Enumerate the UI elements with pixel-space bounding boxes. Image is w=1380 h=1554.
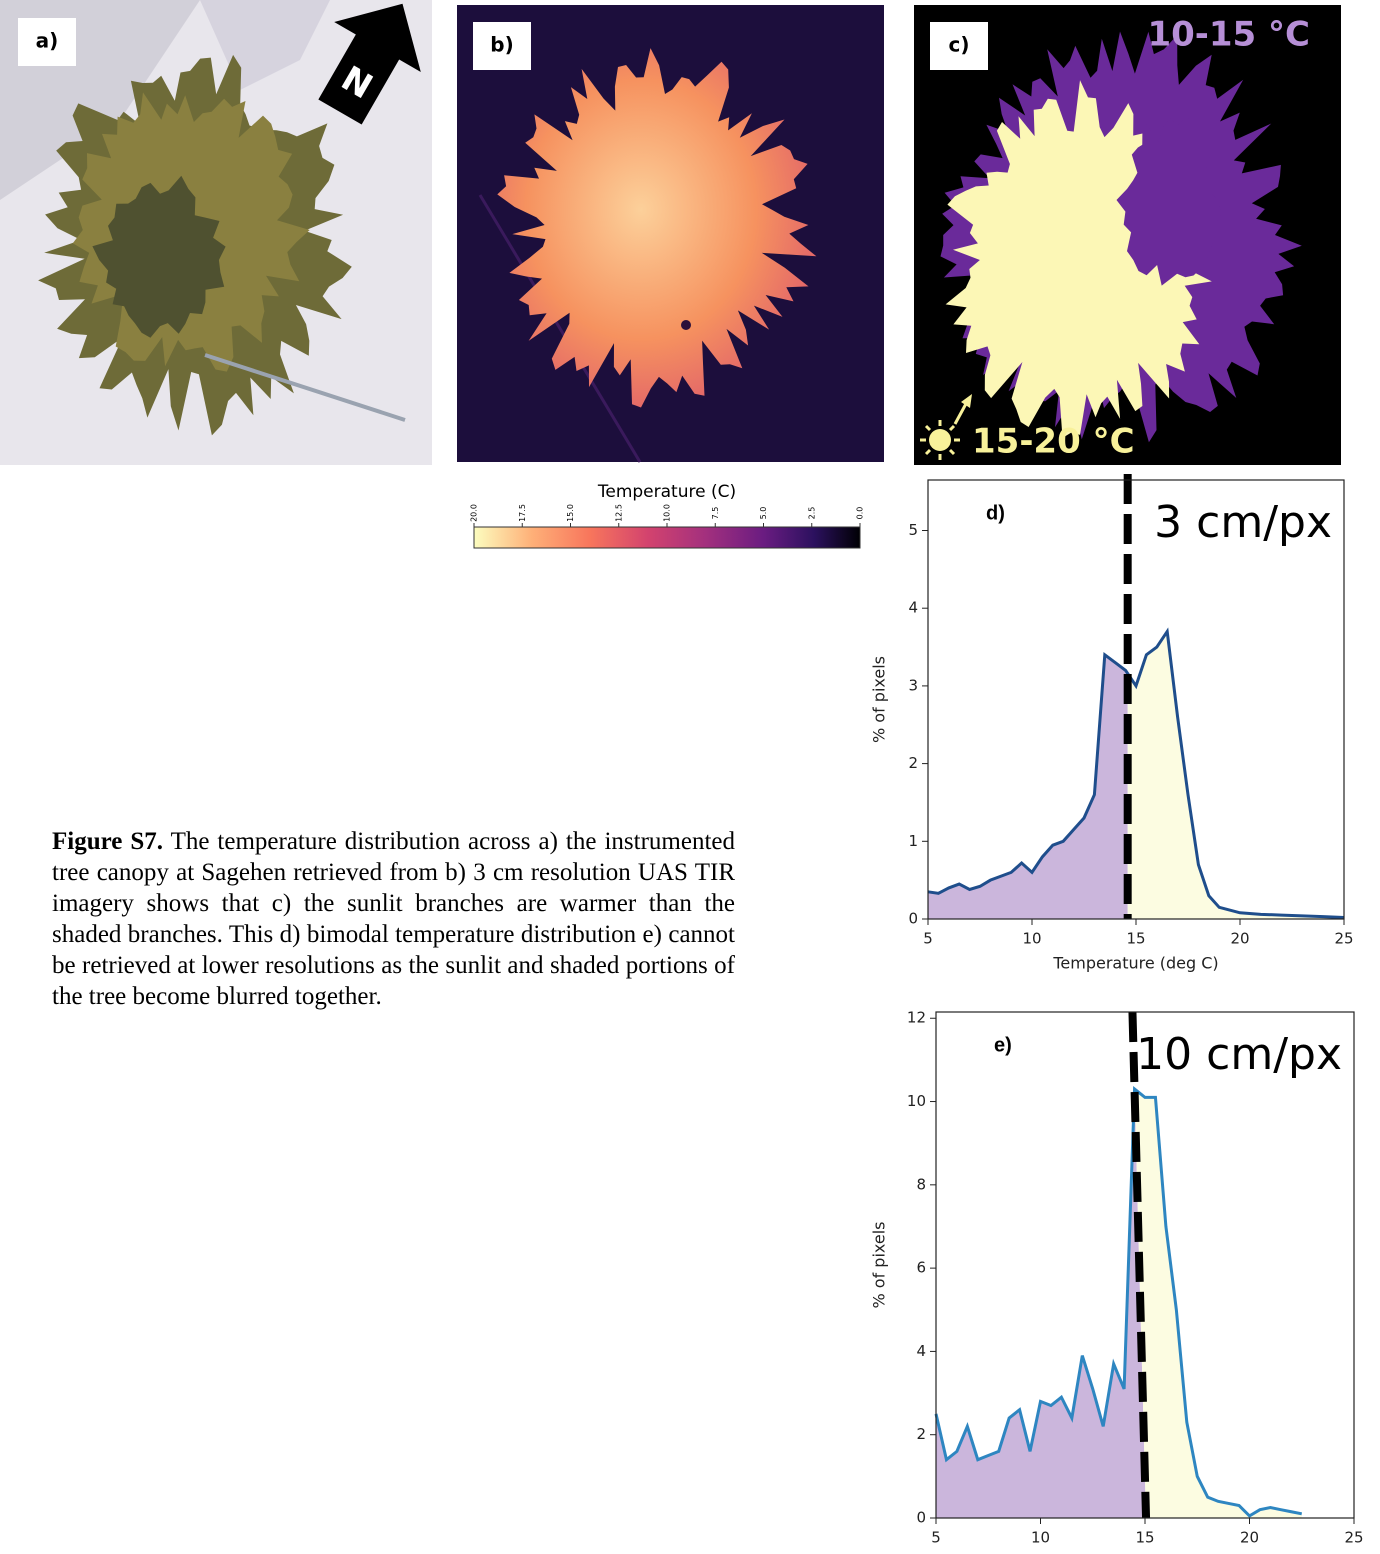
caption-label: Figure S7. <box>52 828 164 855</box>
colorbar-tick-label: 7.5 <box>711 507 720 520</box>
y-tick-label: 5 <box>908 521 918 539</box>
y-tick-label: 4 <box>908 599 918 617</box>
caption: Figure S7. The temperature distribution … <box>52 826 735 1012</box>
threshold-line <box>1128 1011 1151 1519</box>
y-axis-label: % of pixels <box>870 1222 889 1309</box>
y-tick-label: 0 <box>916 1509 926 1527</box>
colorbar-tick-label: 0.0 <box>856 507 865 520</box>
line <box>927 627 1345 919</box>
x-axis-label: Temperature (deg C) <box>1052 954 1218 973</box>
x-tick-label: 25 <box>1334 930 1353 948</box>
panel-label-box <box>473 22 531 70</box>
x-tick-label: 5 <box>923 930 933 948</box>
y-tick-label: 8 <box>916 1175 926 1193</box>
panel-label: a) <box>36 29 59 53</box>
y-tick-label: 10 <box>907 1092 926 1110</box>
colorbar-tick-label: 2.5 <box>807 507 816 520</box>
x-tick-label: 15 <box>1126 930 1145 948</box>
colorbar-tick-label: 12.5 <box>614 504 623 522</box>
area-cool <box>936 1089 1147 1518</box>
x-tick-label: 15 <box>1135 1529 1154 1547</box>
y-tick-label: 12 <box>907 1009 926 1027</box>
colorbar-tick-label: 20.0 <box>470 504 479 522</box>
panel-label: c) <box>949 33 970 57</box>
warm-canopy <box>497 48 817 408</box>
y-tick-label: 0 <box>908 910 918 928</box>
arrow <box>318 3 421 125</box>
colorbar <box>473 526 861 549</box>
north-arrow: N <box>318 3 421 125</box>
sun-icon <box>920 394 972 460</box>
panel-label: d) <box>986 502 1005 524</box>
y-axis-label: % of pixels <box>870 656 889 743</box>
y-tick-label: 2 <box>916 1425 926 1443</box>
x-axis-label: Temperature (deg C) <box>1061 1553 1227 1554</box>
hot-spot <box>681 320 691 330</box>
colorbar-tick-label: 15.0 <box>566 504 575 522</box>
panel-label: b) <box>490 33 513 57</box>
resolution-label: 3 cm/px <box>1154 497 1332 548</box>
colorbar-title: Temperature (C) <box>597 482 736 502</box>
x-tick-label: 25 <box>1344 1529 1363 1547</box>
y-tick-label: 4 <box>916 1342 926 1360</box>
class-label: 15-20 °C <box>972 422 1135 462</box>
x-tick-label: 10 <box>1031 1529 1050 1547</box>
colorbar-tick-label: 17.5 <box>518 504 527 522</box>
resolution-label: 10 cm/px <box>1136 1029 1342 1080</box>
colorbar-tick-label: 5.0 <box>759 507 768 520</box>
y-tick-label: 6 <box>916 1259 926 1277</box>
line <box>934 1086 1303 1518</box>
x-tick-label: 5 <box>931 1529 941 1547</box>
class-label: 10-15 °C <box>1147 15 1310 55</box>
panel-label-box <box>930 22 988 70</box>
y-tick-label: 1 <box>908 832 918 850</box>
pole <box>478 194 642 463</box>
area-warm <box>1127 631 1344 919</box>
panel-label: e) <box>994 1034 1012 1056</box>
tree-shadow <box>92 175 226 338</box>
x-tick-label: 20 <box>1230 930 1249 948</box>
y-tick-label: 2 <box>908 754 918 772</box>
x-tick-label: 10 <box>1022 930 1041 948</box>
panel-label-box <box>18 18 76 66</box>
x-tick-label: 20 <box>1240 1529 1259 1547</box>
cool-region <box>1116 116 1222 286</box>
caption-text: The temperature distribution across a) t… <box>52 828 735 1010</box>
pole <box>204 353 406 422</box>
colorbar-tick-label: 10.0 <box>663 504 672 522</box>
y-tick-label: 3 <box>908 676 918 694</box>
